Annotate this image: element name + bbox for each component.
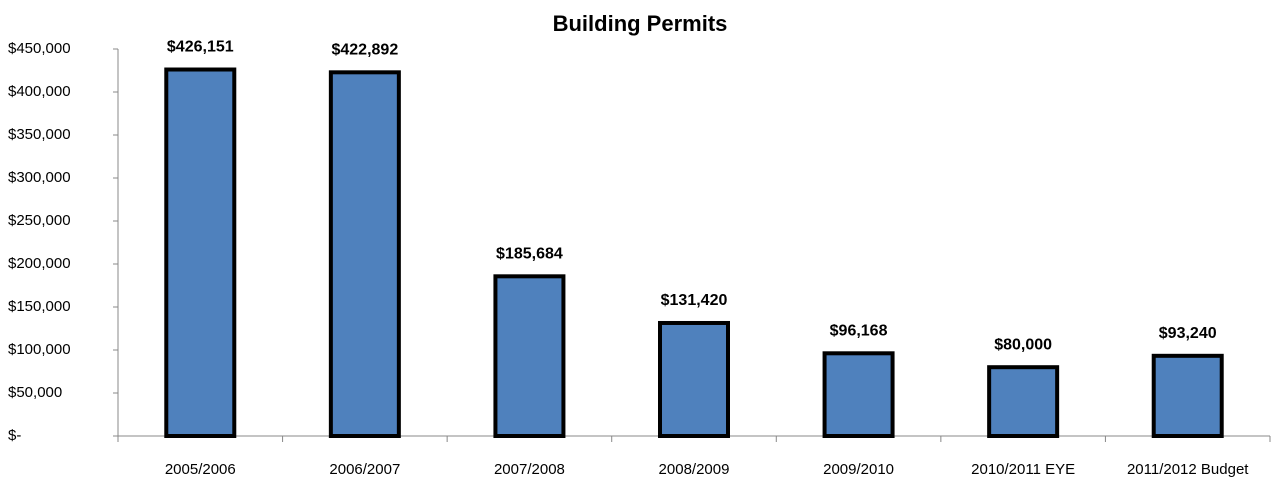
y-tick-label: $150,000 <box>8 298 71 315</box>
y-tick-label: $100,000 <box>8 341 71 358</box>
x-tick-label: 2007/2008 <box>494 461 565 478</box>
value-label: $131,420 <box>661 292 728 309</box>
value-label: $80,000 <box>994 336 1052 353</box>
bar <box>493 274 566 438</box>
bar <box>328 70 401 439</box>
x-tick-label: 2008/2009 <box>659 461 730 478</box>
y-tick-label: $- <box>8 427 21 444</box>
bar <box>987 365 1060 439</box>
value-label: $96,168 <box>830 323 888 340</box>
bar <box>164 67 237 439</box>
y-tick-label: $50,000 <box>8 384 62 401</box>
value-label: $185,684 <box>496 246 563 263</box>
x-tick-label: 2005/2006 <box>165 461 236 478</box>
y-tick-label: $200,000 <box>8 255 71 272</box>
x-tick-label: 2011/2012 Budget <box>1127 461 1249 478</box>
bar <box>822 351 895 439</box>
y-tick-label: $300,000 <box>8 169 71 186</box>
y-tick-label: $450,000 <box>8 40 71 57</box>
x-tick-label: 2010/2011 EYE <box>971 461 1075 478</box>
y-tick-label: $400,000 <box>8 83 71 100</box>
x-tick-label: 2009/2010 <box>823 461 894 478</box>
chart-title: Building Permits <box>553 11 728 36</box>
bar <box>1151 353 1224 438</box>
bar <box>658 320 730 438</box>
value-label: $93,240 <box>1159 325 1217 342</box>
value-label: $426,151 <box>167 39 234 56</box>
y-tick-label: $350,000 <box>8 126 71 143</box>
y-tick-label: $250,000 <box>8 212 71 229</box>
x-tick-label: 2006/2007 <box>329 461 400 478</box>
value-label: $422,892 <box>331 42 398 59</box>
